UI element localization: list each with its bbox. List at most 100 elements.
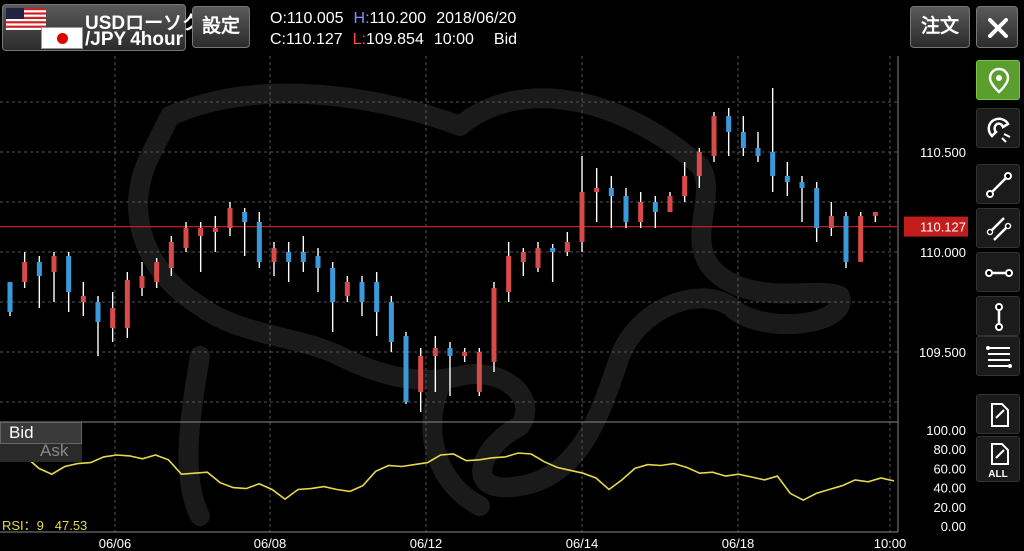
close-value: 110.127	[286, 31, 343, 48]
price-tick-label: 110.000	[920, 245, 966, 260]
rsi-value: 47.53	[54, 518, 88, 533]
price-type: Bid	[493, 31, 518, 48]
candle-body	[564, 242, 570, 252]
candle-body	[256, 222, 262, 262]
candle-body	[198, 228, 204, 236]
settings-button[interactable]: 設定	[192, 6, 250, 48]
timeframe-label: 4hour	[130, 29, 183, 50]
candle-body	[66, 256, 72, 292]
ask-tab[interactable]: Ask	[0, 442, 82, 462]
date-value: 2018/06/20	[436, 10, 517, 27]
rsi-label: RSI：9 47.53	[2, 515, 87, 534]
candle-body	[344, 282, 350, 296]
magnet-icon	[987, 117, 1011, 143]
candle-body	[520, 252, 526, 262]
time-tick-label: 10:00	[874, 536, 907, 551]
rsi-tick-label: 80.00	[933, 442, 966, 457]
candle-body	[432, 348, 438, 356]
top-bar: USDローソク /JPY 4hour 設定 O:110.005 H:110.200 2…	[0, 0, 1024, 56]
delete-drawing-tool[interactable]	[976, 394, 1020, 434]
delete-all-tool[interactable]: ALL	[976, 436, 1020, 482]
candle-body	[594, 188, 600, 192]
order-button[interactable]: 注文	[910, 6, 970, 48]
rsi-line	[0, 452, 895, 502]
rsi-tick-label: 100.00	[926, 423, 966, 438]
time-tick-label: 06/18	[722, 536, 755, 551]
candle-body	[154, 262, 160, 282]
candle-body	[330, 268, 336, 302]
candle-body	[80, 296, 86, 302]
vertical-line-icon	[995, 303, 1003, 331]
candle-body	[359, 282, 365, 302]
rsi-name: RSI：9	[2, 518, 44, 533]
price-axis: 110.500 110.000 109.500 110.127	[904, 145, 968, 360]
candle-body	[286, 252, 292, 262]
candle-body	[476, 352, 482, 392]
high-label: H:	[353, 10, 370, 27]
candle-body	[388, 302, 394, 342]
ohlc-row-1: O:110.005 H:110.200 2018/06/20	[270, 10, 516, 28]
bid-tab[interactable]: Bid	[0, 422, 82, 444]
candle-body	[667, 196, 673, 212]
watermark-logo	[128, 83, 851, 526]
candle-body	[271, 248, 277, 262]
candle-body	[110, 308, 116, 328]
candle-body	[447, 348, 453, 356]
drawing-toolbar: ALL	[972, 56, 1024, 551]
fibonacci-tool[interactable]	[976, 336, 1020, 376]
candle-body	[183, 228, 189, 248]
low-value: 109.854	[366, 31, 424, 48]
pair-quote: /JPY	[85, 29, 127, 50]
delete-all-label: ALL	[988, 469, 1008, 480]
candle-body	[755, 148, 761, 156]
candle-body	[726, 116, 732, 132]
time-tick-label: 06/14	[566, 536, 599, 551]
candle-body	[623, 196, 629, 222]
candle-body	[740, 132, 746, 148]
candle-body	[696, 152, 702, 176]
magnet-tool[interactable]	[976, 108, 1020, 148]
vertical-line-tool[interactable]	[976, 296, 1020, 336]
candle-body	[799, 182, 805, 188]
candle-body	[784, 176, 790, 182]
candle-body	[858, 216, 864, 262]
close-button[interactable]	[976, 6, 1018, 48]
trend-line-tool[interactable]	[976, 164, 1020, 204]
rsi-tick-label: 0.00	[941, 519, 966, 534]
delete-icon	[991, 403, 1009, 427]
ohlc-row-2: C:110.127 L:109.854 10:00 Bid	[270, 31, 517, 49]
candle-body	[300, 252, 306, 262]
delete-all-icon	[991, 443, 1009, 465]
candle-body	[418, 356, 424, 392]
price-tick-label: 109.500	[919, 345, 966, 360]
chart-area[interactable]: 110.500 110.000 109.500 110.127 100.00 80.00…	[0, 56, 972, 551]
time-tick-label: 06/08	[254, 536, 287, 551]
parallel-lines-icon	[986, 217, 1012, 241]
parallel-lines-tool[interactable]	[976, 208, 1020, 248]
candle-body	[843, 216, 849, 262]
jp-flag-icon	[41, 27, 83, 49]
candle-body	[51, 256, 57, 272]
trend-line-icon	[986, 172, 1012, 198]
open-label: O:	[270, 10, 287, 27]
currency-pair-button[interactable]: USDローソク /JPY 4hour	[2, 4, 201, 51]
rsi-tick-label: 40.00	[933, 481, 966, 496]
price-tick-label: 110.500	[920, 145, 966, 160]
horizontal-line-tool[interactable]	[976, 252, 1020, 292]
candle-body	[168, 242, 174, 268]
fibonacci-icon	[986, 346, 1012, 368]
candle-body	[139, 276, 145, 288]
candle-body	[491, 288, 497, 362]
map-pin-tool[interactable]	[976, 60, 1020, 100]
candle-body	[638, 202, 644, 222]
us-flag-icon	[6, 8, 46, 30]
candle-body	[36, 262, 42, 276]
candle-body	[770, 152, 776, 176]
candle-body	[22, 262, 28, 282]
candle-body	[550, 248, 556, 252]
candle-body	[7, 282, 13, 312]
candle-body	[814, 188, 820, 228]
time-tick-label: 06/06	[99, 536, 132, 551]
candle-body	[652, 202, 658, 212]
candles	[7, 88, 878, 412]
